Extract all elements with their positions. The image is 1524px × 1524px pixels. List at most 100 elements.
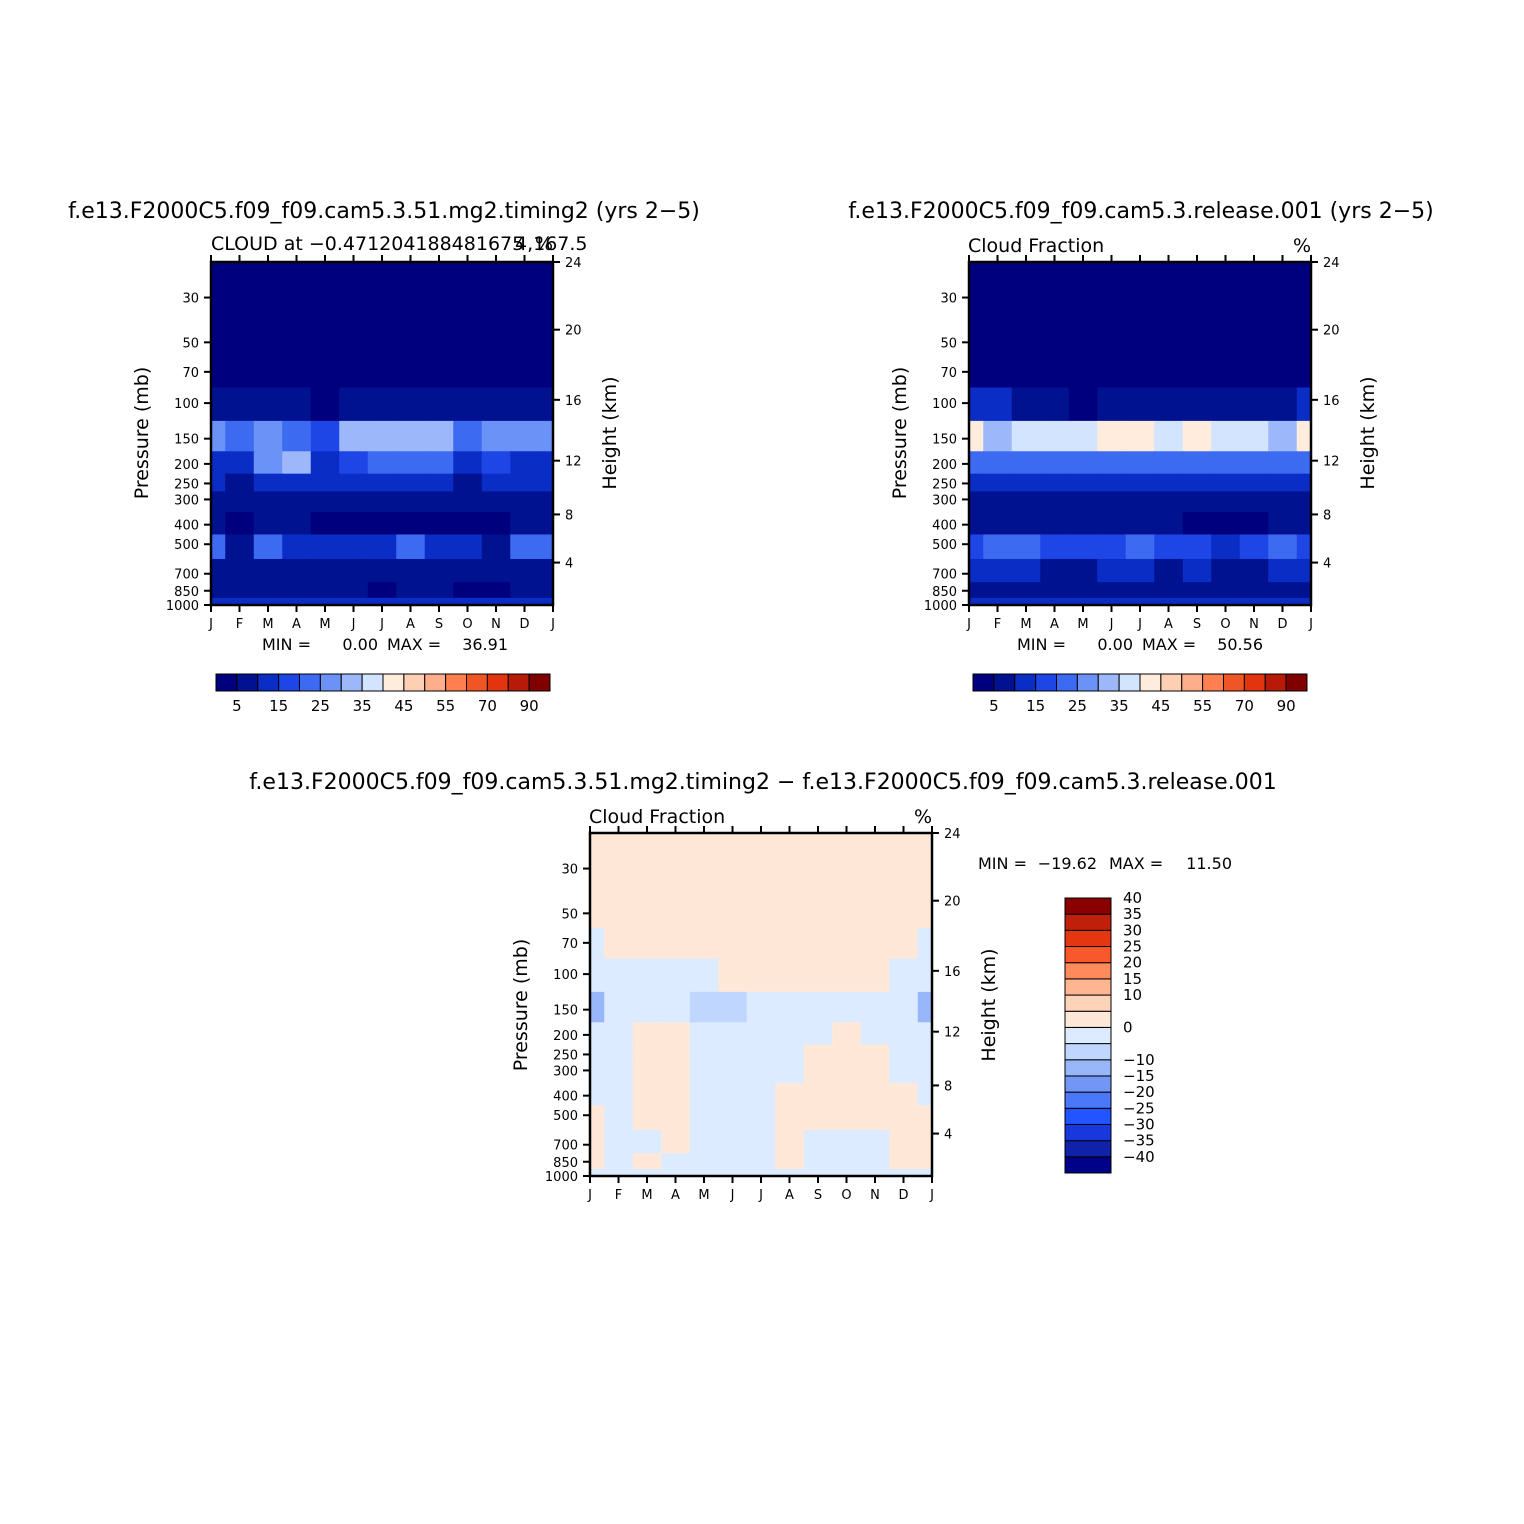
heatmap-cell [632, 1105, 662, 1131]
heatmap-cell [661, 1168, 691, 1177]
colorbar-tick-label: 35 [1123, 905, 1142, 923]
colorbar-box [424, 673, 447, 692]
colorbar-box [403, 673, 426, 692]
min-label: MIN = [262, 635, 311, 654]
x-tick-label: J [929, 1188, 934, 1203]
heatmap-cell [1211, 451, 1241, 475]
heatmap-cell [604, 1129, 634, 1154]
y-tick-label: 70 [561, 937, 578, 952]
y2-tick-label: 24 [1323, 256, 1340, 271]
y2-tick-label: 20 [944, 895, 961, 910]
heatmap-cell [1154, 491, 1184, 513]
heatmap-cell [367, 512, 397, 536]
heatmap-cell [396, 473, 426, 493]
x-tick-label: S [814, 1188, 822, 1203]
heatmap-cell [481, 534, 511, 560]
heatmap-cell [310, 357, 340, 389]
heatmap-cell [1125, 491, 1155, 513]
x-tick-label: D [1277, 617, 1287, 632]
heatmap-cell [1296, 491, 1312, 513]
heatmap-cell [367, 473, 397, 493]
heatmap-cell [1182, 558, 1212, 583]
heatmap-cell [253, 597, 283, 606]
heatmap-cell [1097, 473, 1127, 493]
heatmap-cell [1040, 319, 1070, 358]
colorbar-box [257, 673, 280, 692]
heatmap-cell [1154, 597, 1184, 606]
heatmap-cell [1296, 319, 1312, 358]
heatmap-cell [225, 597, 255, 606]
heatmap-cell [1040, 262, 1070, 321]
heatmap-cell [282, 420, 312, 452]
heatmap-cell [211, 491, 226, 513]
heatmap-cell [1239, 582, 1269, 599]
heatmap-cell [1040, 558, 1070, 583]
heatmap-cell [339, 512, 369, 536]
heatmap-cell [211, 319, 226, 358]
y2-tick-label: 16 [1323, 394, 1340, 409]
heatmap-cell [1068, 582, 1098, 599]
heatmap-cell [1239, 512, 1269, 536]
heatmap-cell [1296, 512, 1312, 536]
heatmap-cell [803, 928, 833, 960]
y2-tick-label: 24 [565, 256, 582, 271]
heatmap-cell [453, 534, 483, 560]
x-tick-label: D [519, 617, 529, 632]
heatmap-cell [1182, 420, 1212, 452]
y-tick-label: 50 [940, 336, 957, 351]
heatmap-cell [510, 357, 540, 389]
heatmap-cell [538, 319, 554, 358]
heatmap-cell [832, 833, 862, 892]
heatmap-cell [590, 1044, 605, 1064]
colorbar-box [972, 673, 995, 692]
heatmap-cell [775, 1044, 805, 1064]
heatmap-cell [1154, 558, 1184, 583]
heatmap-cell [1268, 319, 1298, 358]
colorbar-tick-label: 15 [1026, 697, 1045, 715]
heatmap-cell [1182, 319, 1212, 358]
min-value: 0.00 [342, 635, 378, 654]
y2-tick-label: 4 [944, 1128, 952, 1143]
heatmap-cell [590, 1129, 605, 1154]
heatmap-cell [253, 473, 283, 493]
colorbar-box [1064, 1059, 1112, 1077]
colorbar-box [1064, 962, 1112, 980]
min-value: −19.62 [1038, 854, 1097, 873]
heatmap-cell [1239, 534, 1269, 560]
colorbar: 5 15 25 35 45 55 70 90 [972, 673, 1308, 715]
heatmap-cell [889, 1044, 919, 1064]
colorbar-tick-label: 35 [353, 697, 372, 715]
heatmap-cell [1268, 420, 1298, 452]
x-tick-label: M [698, 1188, 709, 1203]
heatmap-cell [632, 1062, 662, 1084]
heatmap-cell [832, 1062, 862, 1084]
heatmap-cell [604, 1062, 634, 1084]
heatmap-cell [367, 491, 397, 513]
x-tick-label: S [1193, 617, 1201, 632]
heatmap-cell [1211, 534, 1241, 560]
heatmap-cell [661, 1044, 691, 1064]
heatmap-cell [339, 387, 369, 422]
heatmap-cell [282, 357, 312, 389]
heatmap-cell [590, 928, 605, 960]
heatmap-cell [510, 534, 540, 560]
heatmap-cell [538, 491, 554, 513]
heatmap-cell [689, 1153, 719, 1170]
y2-tick-label: 4 [1323, 557, 1331, 572]
heatmap-cell [661, 1153, 691, 1170]
heatmap-cell [590, 890, 605, 929]
heatmap-cell [282, 534, 312, 560]
heatmap-cell [860, 991, 890, 1023]
heatmap-cell [1268, 597, 1298, 606]
max-label: MAX = [387, 635, 441, 654]
x-tick-label: M [262, 617, 273, 632]
heatmap-cell [481, 262, 511, 321]
heatmap-cell [1125, 319, 1155, 358]
x-tick-label: D [898, 1188, 908, 1203]
heatmap-cell [1040, 420, 1070, 452]
heatmap-cell [538, 451, 554, 475]
heatmap-cell [718, 1083, 748, 1107]
heatmap-cell [689, 958, 719, 993]
